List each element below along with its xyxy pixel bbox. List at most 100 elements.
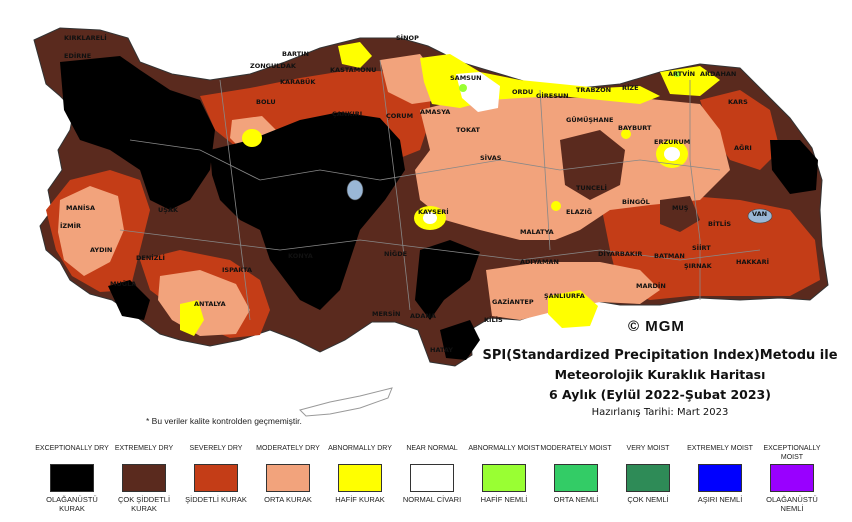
- city-label: ÇORUM: [386, 112, 413, 120]
- city-label: BOLU: [256, 98, 276, 106]
- cyprus-outline: [299, 387, 393, 417]
- legend-swatch: [770, 464, 814, 492]
- abnormally-dry-region: [338, 42, 372, 68]
- exceptionally-dry-region: [440, 320, 480, 360]
- city-label: BARTIN: [282, 50, 309, 58]
- city-label: TUNCELİ: [576, 183, 607, 192]
- legend-item: ABNORMALLY DRY HAFİF KURAK: [322, 444, 398, 504]
- city-label: İZMİR: [60, 221, 81, 230]
- city-label: TRABZON: [576, 86, 611, 94]
- legend-en-label: EXCEPTIONALLY DRY: [35, 445, 109, 452]
- legend-item: EXTREMELY MOIST AŞIRI NEMLİ: [682, 444, 758, 504]
- legend-tr-label: AŞIRI NEMLİ: [697, 495, 743, 504]
- legend-tr-label: ORTA NEMLİ: [553, 495, 599, 504]
- legend-en-label: SEVERELY DRY: [189, 445, 243, 452]
- abnormally-dry-region: [548, 290, 598, 328]
- near-normal-region: [423, 212, 437, 224]
- city-label: MERSİN: [372, 309, 400, 318]
- city-label: ELAZIĞ: [566, 207, 592, 216]
- city-label: KAYSERİ: [418, 207, 449, 216]
- city-label: SİİRT: [692, 243, 711, 252]
- city-label: ERZURUM: [654, 138, 690, 146]
- city-label: ZONGULDAK: [250, 62, 297, 70]
- city-label: HAKKARİ: [736, 257, 769, 266]
- map-title-block: SPI(Standardized Precipitation Index)Met…: [470, 348, 850, 418]
- city-label: KONYA: [288, 252, 313, 260]
- map-title-line1: SPI(Standardized Precipitation Index)Met…: [482, 348, 838, 363]
- city-label: BAYBURT: [618, 124, 652, 132]
- near-normal-region: [456, 72, 500, 112]
- abnormally-moist-region: [459, 84, 467, 92]
- city-label: DENİZLİ: [136, 253, 165, 262]
- abnormally-dry-region: [621, 129, 631, 139]
- legend-swatch: [554, 464, 598, 492]
- city-label: AYDIN: [90, 246, 112, 254]
- exceptionally-dry-region: [210, 112, 405, 310]
- legend-tr-label: ŞİDDETLİ KURAK: [185, 495, 247, 504]
- legend-en-label: ABNORMALLY MOIST: [468, 445, 540, 452]
- moderately-dry-region: [58, 186, 124, 276]
- legend-tr-label: HAFİF NEMLİ: [480, 495, 528, 504]
- city-label: HATAY: [430, 346, 453, 354]
- legend-swatch: [410, 464, 454, 492]
- city-label: VAN: [752, 210, 767, 218]
- city-label: AMASYA: [420, 108, 450, 116]
- legend-swatch: [626, 464, 670, 492]
- severely-dry-region: [700, 90, 780, 170]
- city-label: ARDAHAN: [700, 70, 736, 78]
- legend-en-label: MODERATELY MOIST: [540, 445, 612, 452]
- city-label: MARDİN: [636, 281, 666, 290]
- legend-tr-label: ÇOK ŞİDDETLİ KURAK: [117, 495, 171, 513]
- legend-en-label: NEAR NORMAL: [406, 445, 458, 452]
- city-label: KARABÜK: [280, 77, 316, 86]
- city-label: ANTALYA: [194, 300, 226, 308]
- map-title-line2: Meteorolojik Kuraklık Haritası: [554, 367, 766, 382]
- legend-item: NEAR NORMAL NORMAL CİVARI: [394, 444, 470, 504]
- legend-tr-label: OLAĞANÜSTÜ KURAK: [46, 495, 98, 513]
- legend-swatch: [122, 464, 166, 492]
- legend-en-label: MODERATELY DRY: [256, 445, 320, 452]
- city-label: ARTVİN: [668, 69, 695, 78]
- city-label: GAZİANTEP: [492, 297, 534, 306]
- city-label: ÇANKIRI: [332, 110, 362, 118]
- city-label: SİVAS: [480, 153, 502, 162]
- abnormally-dry-region: [180, 300, 204, 336]
- city-label: ISPARTA: [222, 266, 252, 274]
- city-label: SAMSUN: [450, 74, 482, 82]
- city-label: GÜMÜŞHANE: [566, 115, 613, 124]
- city-label: ŞIRNAK: [684, 262, 713, 270]
- legend-item: MODERATELY MOIST ORTA NEMLİ: [538, 444, 614, 504]
- quality-note: * Bu veriler kalite kontrolden geçmemişt…: [146, 416, 302, 426]
- copyright-label: © MGM: [628, 318, 685, 335]
- city-label: KASTAMONU: [330, 66, 376, 74]
- extremely-dry-region: [560, 130, 625, 200]
- map-title-line3: 6 Aylık (Eylül 2022-Şubat 2023): [549, 387, 771, 402]
- legend-item: VERY MOIST ÇOK NEMLİ: [610, 444, 686, 504]
- legend-item: EXCEPTIONALLY MOIST OLAĞANÜSTÜ NEMLİ: [754, 444, 830, 513]
- legend-swatch: [50, 464, 94, 492]
- legend-tr-label: ÇOK NEMLİ: [627, 495, 669, 504]
- city-label: DİYARBAKIR: [598, 249, 642, 258]
- city-label: KIRKLARELİ: [64, 33, 107, 42]
- city-label: KARS: [728, 98, 748, 106]
- legend-swatch: [338, 464, 382, 492]
- city-label: ADANA: [410, 312, 436, 320]
- legend-en-label: ABNORMALLY DRY: [328, 445, 392, 452]
- city-labels: KIRKLARELİ EDİRNE BARTIN ZONGULDAK SİNOP…: [60, 33, 769, 354]
- city-label: GİRESUN: [536, 91, 569, 100]
- near-normal-region: [664, 147, 680, 161]
- city-label: TOKAT: [456, 126, 481, 134]
- legend-en-label: EXTREMELY MOIST: [687, 445, 753, 452]
- city-label: MANİSA: [66, 203, 95, 212]
- exceptionally-dry-region: [108, 280, 150, 320]
- city-label: RİZE: [622, 83, 639, 92]
- legend-en-label: EXTREMELY DRY: [114, 445, 174, 452]
- legend-swatch: [482, 464, 526, 492]
- abnormally-dry-region: [551, 201, 561, 211]
- extremely-dry-region: [660, 196, 700, 232]
- city-label: NİĞDE: [384, 249, 407, 258]
- city-label: SİNOP: [396, 33, 419, 42]
- legend-en-label: VERY MOIST: [626, 445, 670, 452]
- city-label: BATMAN: [654, 252, 685, 260]
- legend-swatch: [698, 464, 742, 492]
